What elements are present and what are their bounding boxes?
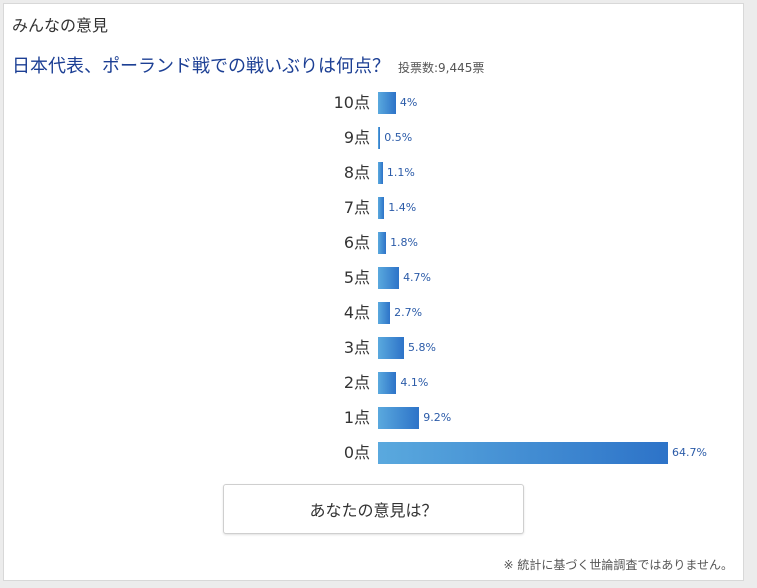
result-bar [378, 127, 381, 149]
poll-panel: みんなの意見 日本代表、ポーランド戦での戦いぶりは何点？ 投票数:9,445票 1… [3, 3, 744, 581]
score-label: 4点 [343, 303, 370, 322]
score-label: 2点 [343, 373, 370, 392]
result-bar [378, 442, 668, 464]
result-bar [378, 197, 385, 219]
result-bar [378, 337, 404, 359]
score-label: 5点 [343, 268, 370, 287]
result-bar [378, 372, 397, 394]
vote-count: 投票数:9,445票 [398, 61, 485, 75]
score-label: 9点 [343, 128, 370, 147]
percentage-label: 1.1% [386, 166, 415, 179]
score-label: 8点 [343, 163, 370, 182]
section-title: みんなの意見 [12, 16, 109, 35]
result-bar [378, 302, 391, 324]
score-label: 1点 [343, 408, 370, 427]
poll-question: 日本代表、ポーランド戦での戦いぶりは何点？ [12, 56, 390, 77]
result-bar [378, 232, 387, 254]
score-label: 10点 [333, 93, 370, 112]
result-bar [378, 267, 400, 289]
percentage-label: 9.2% [423, 411, 452, 424]
result-bar [378, 92, 396, 114]
your-opinion-button[interactable]: あなたの意見は？ [223, 484, 524, 534]
percentage-label: 0.5% [384, 131, 413, 144]
percentage-label: 1.8% [390, 236, 419, 249]
disclaimer-footnote: ※ 統計に基づく世論調査ではありません。 [503, 558, 733, 572]
score-label: 6点 [343, 233, 370, 252]
question-row: 日本代表、ポーランド戦での戦いぶりは何点？ 投票数:9,445票 [12, 52, 484, 78]
percentage-label: 1.4% [388, 201, 417, 214]
percentage-label: 4% [399, 96, 418, 109]
percentage-label: 4.1% [400, 376, 429, 389]
percentage-label: 5.8% [407, 341, 436, 354]
result-bar [378, 407, 420, 429]
result-bar [378, 162, 383, 184]
score-label: 3点 [343, 338, 370, 357]
score-label: 7点 [343, 198, 370, 217]
score-label: 0点 [343, 443, 370, 462]
percentage-label: 4.7% [403, 271, 432, 284]
percentage-label: 64.7% [672, 446, 707, 459]
percentage-label: 2.7% [394, 306, 423, 319]
